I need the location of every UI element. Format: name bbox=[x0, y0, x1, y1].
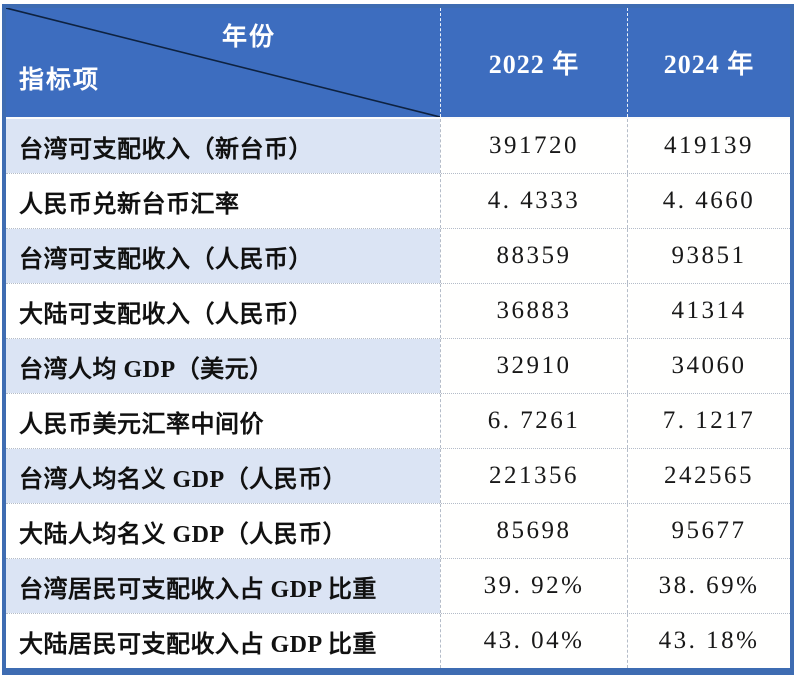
row-label: 台湾可支配收入（新台币） bbox=[6, 119, 440, 173]
value-2022: 88359 bbox=[440, 229, 627, 283]
value-2022: 39. 92% bbox=[440, 559, 627, 613]
table-row: 大陆人均名义 GDP（人民币） 85698 95677 bbox=[6, 503, 790, 558]
table-row: 台湾可支配收入（人民币） 88359 93851 bbox=[6, 228, 790, 283]
value-2022: 391720 bbox=[440, 119, 627, 173]
value-2022: 6. 7261 bbox=[440, 394, 627, 448]
row-label: 人民币兑新台币汇率 bbox=[19, 191, 240, 218]
header-year-axis-label: 年份 bbox=[222, 24, 277, 51]
table-header-row: 年份 指标项 2022 年 2024 年 bbox=[6, 8, 790, 119]
value-2024: 93851 bbox=[627, 229, 790, 283]
value-2024: 34060 bbox=[627, 339, 790, 393]
table-row: 大陆居民可支配收入占 GDP 比重 43. 04% 43. 18% bbox=[6, 613, 790, 668]
row-label: 大陆居民可支配收入占 GDP 比重 bbox=[19, 631, 377, 658]
table-row: 台湾人均 GDP（美元） 32910 34060 bbox=[6, 338, 790, 393]
column-header-2024: 2024 年 bbox=[627, 8, 790, 117]
diagonal-header-cell: 年份 指标项 bbox=[6, 8, 440, 117]
table-body: 台湾可支配收入（新台币） 391720 419139 人民币兑新台币汇率 4. … bbox=[6, 119, 790, 668]
column-header-2022: 2022 年 bbox=[440, 8, 627, 117]
table-row: 台湾可支配收入（新台币） 391720 419139 bbox=[6, 119, 790, 173]
row-label: 台湾居民可支配收入占 GDP 比重 bbox=[6, 559, 440, 613]
table-row: 大陆可支配收入（人民币） 36883 41314 bbox=[6, 283, 790, 338]
value-2022: 4. 4333 bbox=[440, 174, 627, 228]
row-label: 大陆可支配收入（人民币） bbox=[19, 301, 313, 328]
value-2022: 43. 04% bbox=[440, 614, 627, 668]
row-label: 台湾人均 GDP（美元） bbox=[6, 339, 440, 393]
value-2022: 36883 bbox=[440, 284, 627, 338]
row-label: 台湾人均名义 GDP（人民币） bbox=[6, 449, 440, 503]
value-2024: 419139 bbox=[627, 119, 790, 173]
value-2024: 41314 bbox=[627, 284, 790, 338]
header-indicator-axis-label: 指标项 bbox=[19, 67, 101, 94]
table-row: 台湾居民可支配收入占 GDP 比重 39. 92% 38. 69% bbox=[6, 558, 790, 613]
value-2024: 4. 4660 bbox=[627, 174, 790, 228]
diagonal-divider-line bbox=[6, 8, 440, 117]
row-label: 台湾可支配收入（人民币） bbox=[6, 229, 440, 283]
table-row: 台湾人均名义 GDP（人民币） 221356 242565 bbox=[6, 448, 790, 503]
value-2024: 38. 69% bbox=[627, 559, 790, 613]
row-label: 人民币美元汇率中间价 bbox=[19, 411, 264, 438]
value-2024: 7. 1217 bbox=[627, 394, 790, 448]
row-label: 大陆人均名义 GDP（人民币） bbox=[19, 521, 348, 548]
value-2022: 32910 bbox=[440, 339, 627, 393]
value-2022: 85698 bbox=[440, 504, 627, 558]
comparison-table: 年份 指标项 2022 年 2024 年 台湾可支配收入（新台币） 391720… bbox=[2, 4, 794, 675]
value-2024: 95677 bbox=[627, 504, 790, 558]
value-2022: 221356 bbox=[440, 449, 627, 503]
value-2024: 242565 bbox=[627, 449, 790, 503]
value-2024: 43. 18% bbox=[627, 614, 790, 668]
table-row: 人民币美元汇率中间价 6. 7261 7. 1217 bbox=[6, 393, 790, 448]
table-row: 人民币兑新台币汇率 4. 4333 4. 4660 bbox=[6, 173, 790, 228]
